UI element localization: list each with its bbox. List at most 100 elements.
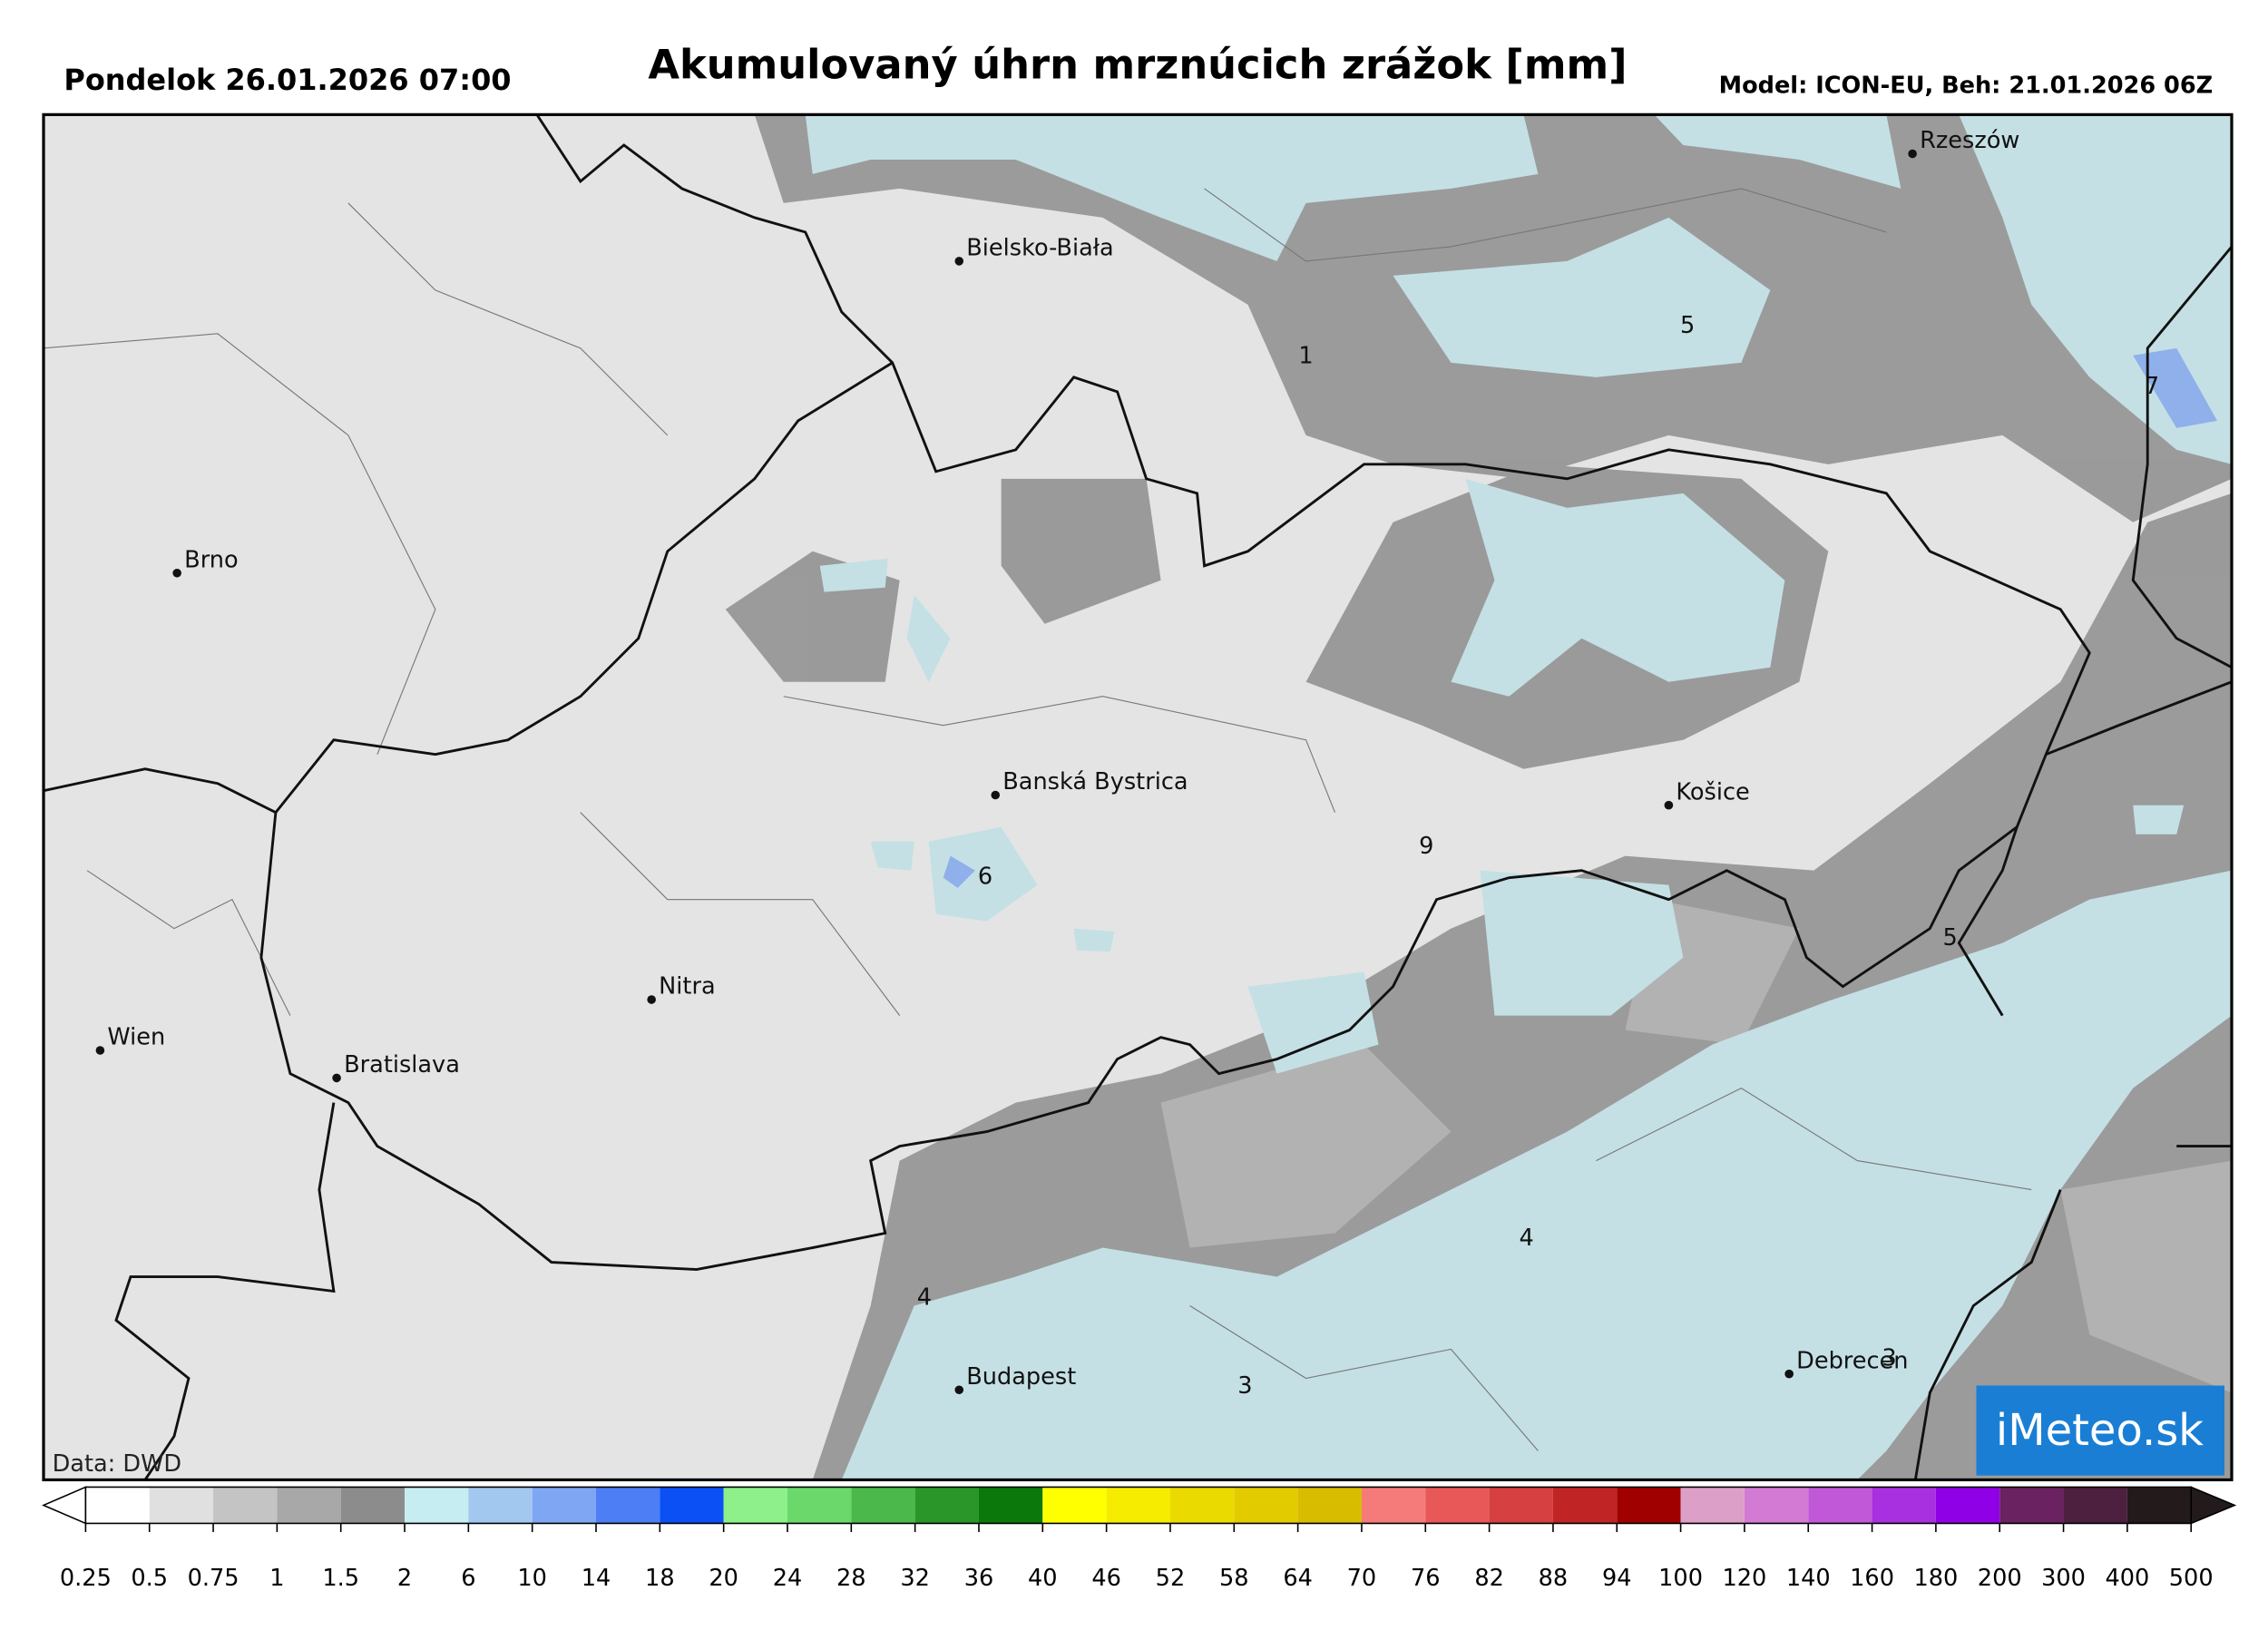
colorbar-outline (84, 1486, 2193, 1525)
colorbar-tick-label: 18 (645, 1565, 675, 1592)
colorbar-segment (405, 1487, 469, 1524)
precip-blue (805, 114, 2232, 1480)
colorbar-segment (2126, 1487, 2192, 1524)
colorbar-tick-label: 88 (1539, 1565, 1569, 1592)
colorbar-segment (1552, 1487, 1618, 1524)
title: Akumulovaný úhrn mrznúcich zrážok [mm] (648, 40, 1627, 88)
colorbar-tick-label: 0.5 (131, 1565, 168, 1592)
colorbar-tick-label: 300 (2041, 1565, 2086, 1592)
value-annotation: 5 (1943, 924, 1958, 952)
colorbar-tick-label: 52 (1156, 1565, 1186, 1592)
city-dot (1908, 149, 1917, 159)
value-annotation: 3 (1237, 1372, 1252, 1400)
colorbar-tick-label: 76 (1411, 1565, 1441, 1592)
colorbar-tick-label: 40 (1028, 1565, 1058, 1592)
colorbar-tick-label: 180 (1913, 1565, 1958, 1592)
colorbar-segment (660, 1487, 724, 1524)
colorbar-tick-label: 82 (1474, 1565, 1504, 1592)
city-label: Budapest (966, 1363, 1076, 1391)
colorbar-arrow-right (2190, 1486, 2237, 1525)
colorbar-segment (149, 1487, 214, 1524)
colorbar-tick-label: 0.75 (188, 1565, 240, 1592)
colorbar-tick-label: 10 (517, 1565, 547, 1592)
precip-lightblue (943, 347, 2218, 888)
value-annotation: 7 (2145, 373, 2159, 400)
colorbar-tick-label: 24 (773, 1565, 803, 1592)
value-annotation: 3 (1882, 1345, 1896, 1372)
colorbar-segment (1872, 1487, 1936, 1524)
colorbar-tick-label: 64 (1283, 1565, 1313, 1592)
colorbar-tick-label: 94 (1602, 1565, 1632, 1592)
city-dot (954, 1385, 964, 1395)
colorbar: 0.25 0.5 0.75 1 1.5 2 6 10 14 18 20 24 28 32 36 40 46 52 5… (41, 1486, 2237, 1592)
value-annotation: 6 (978, 864, 992, 891)
map-frame (42, 112, 2234, 1482)
colorbar-segment (787, 1487, 852, 1524)
city-label: Rzeszów (1920, 127, 2019, 154)
value-annotation: 5 (1680, 312, 1695, 339)
colorbar-segment (1425, 1487, 1490, 1524)
colorbar-tick-label: 46 (1091, 1565, 1121, 1592)
colorbar-segment (1935, 1487, 2000, 1524)
city-label: Bratislava (344, 1051, 460, 1079)
colorbar-segment (1297, 1487, 1362, 1524)
colorbar-segment (1617, 1487, 1681, 1524)
value-annotation: 4 (917, 1284, 932, 1312)
colorbar-segment (1169, 1487, 1235, 1524)
colorbar-tick-label: 160 (1850, 1565, 1894, 1592)
city-label: Banská Bystrica (1002, 768, 1188, 795)
city-dot (991, 790, 1001, 800)
value-annotation: 4 (1520, 1225, 1534, 1252)
colorbar-tick-label: 120 (1723, 1565, 1767, 1592)
city-dot (332, 1073, 341, 1083)
colorbar-segment (1808, 1487, 1872, 1524)
colorbar-tick-label: 1 (269, 1565, 284, 1592)
colorbar-segment (596, 1487, 660, 1524)
colorbar-segment (2063, 1487, 2127, 1524)
colorbar-arrow-left (41, 1486, 87, 1525)
colorbar-segment (532, 1487, 597, 1524)
colorbar-segment (1234, 1487, 1298, 1524)
colorbar-tick-label: 2 (397, 1565, 412, 1592)
city-dot (172, 568, 181, 578)
colorbar-tick-label: 200 (1978, 1565, 2022, 1592)
colorbar-segment (468, 1487, 533, 1524)
colorbar-segment (851, 1487, 915, 1524)
city-dot (1784, 1369, 1794, 1379)
colorbar-segment (277, 1487, 341, 1524)
colorbar-tick-label: 0.25 (60, 1565, 112, 1592)
colorbar-tick-label: 1.5 (322, 1565, 359, 1592)
colorbar-tick-label: 20 (709, 1565, 738, 1592)
colorbar-tick-label: 500 (2169, 1565, 2214, 1592)
colorbar-tick-label: 6 (461, 1565, 475, 1592)
date-label: Pondelok 26.01.2026 07:00 (64, 63, 511, 97)
colorbar-segment (1680, 1487, 1745, 1524)
city-dot (95, 1046, 105, 1055)
colorbar-tick-label: 70 (1347, 1565, 1377, 1592)
colorbar-tick-label: 36 (964, 1565, 994, 1592)
colorbar-segment (1042, 1487, 1107, 1524)
colorbar-segment (1999, 1487, 2064, 1524)
country-borders (44, 114, 2232, 1480)
colorbar-segment (914, 1487, 979, 1524)
colorbar-segment (85, 1487, 150, 1524)
city-label: Brno (184, 546, 238, 573)
colorbar-segment (723, 1487, 787, 1524)
colorbar-tick-label: 32 (900, 1565, 930, 1592)
precip-lightgray (1160, 899, 2232, 1393)
city-label: Košice (1676, 778, 1749, 805)
logo-box (1976, 1385, 2224, 1476)
colorbar-tick-label: 58 (1219, 1565, 1249, 1592)
colorbar-tick-label: 28 (836, 1565, 866, 1592)
city-label: Nitra (659, 973, 715, 1000)
model-label: Model: ICON-EU, Beh: 21.01.2026 06Z (1719, 72, 2214, 99)
colorbar-segment (1744, 1487, 1809, 1524)
colorbar-segment (1489, 1487, 1553, 1524)
annotations: 1 5 7 6 9 5 4 4 3 3 (917, 312, 2159, 1400)
city-dot (954, 257, 964, 266)
city-dot (1664, 800, 1674, 810)
colorbar-tick-label: 14 (582, 1565, 611, 1592)
colorbar-segment (978, 1487, 1043, 1524)
